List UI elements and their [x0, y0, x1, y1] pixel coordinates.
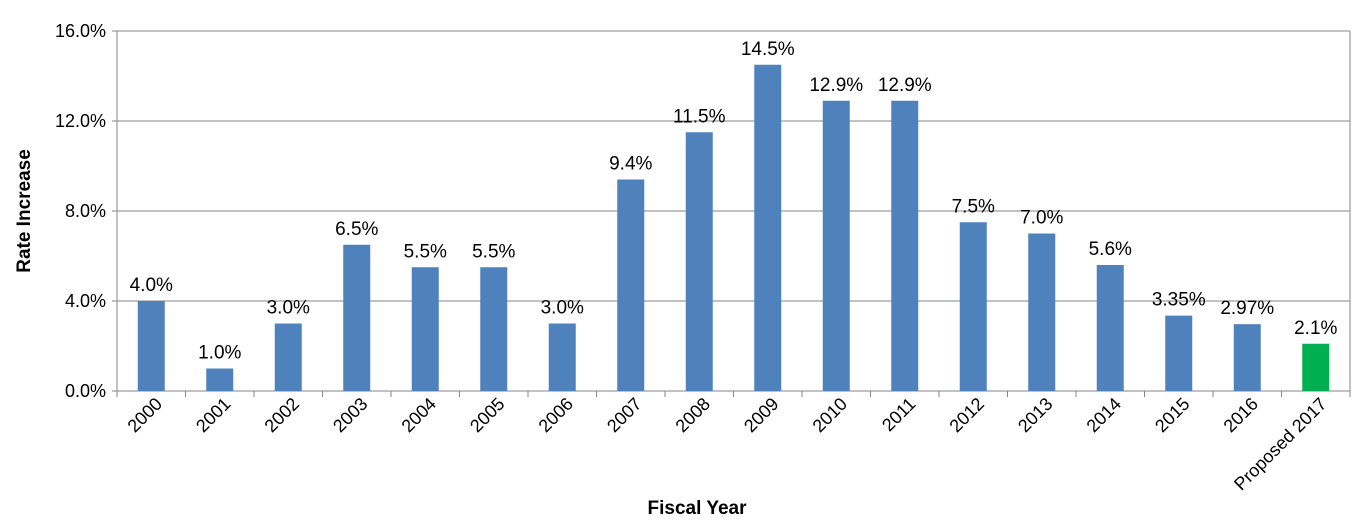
data-label: 9.4% — [609, 154, 652, 175]
data-label: 3.0% — [267, 298, 310, 319]
bar-2000 — [137, 301, 165, 391]
bar-2014 — [1096, 265, 1124, 391]
data-label: 11.5% — [673, 106, 726, 127]
data-label: 14.5% — [741, 39, 795, 60]
data-label: 6.5% — [335, 219, 378, 240]
x-axis-ticks: 2000 2001 2002 2003 2004 2005 2006 2007 2008 2009… — [124, 394, 1331, 494]
y-tick-label: 0.0% — [65, 381, 106, 401]
gridlines — [112, 30, 1351, 397]
data-label: 12.9% — [878, 75, 932, 96]
bar-2013 — [1028, 233, 1056, 391]
x-tick-label: 2003 — [329, 394, 371, 436]
data-label: 3.0% — [541, 298, 584, 319]
data-label: 2.97% — [1220, 298, 1274, 319]
y-tick-label: 4.0% — [65, 291, 106, 311]
x-tick-label: 2012 — [946, 394, 988, 436]
data-label: 5.5% — [404, 241, 447, 262]
x-tick-label: 2010 — [809, 394, 851, 436]
bar-2003 — [343, 244, 371, 391]
x-tick-label: 2015 — [1151, 394, 1193, 436]
y-tick-label: 12.0% — [55, 111, 106, 131]
bar-2007 — [617, 179, 645, 391]
bar-proposed-2017 — [1302, 343, 1330, 391]
x-tick-label: 2013 — [1014, 394, 1056, 436]
data-label: 2.1% — [1294, 318, 1337, 339]
data-label: 12.9% — [809, 75, 863, 96]
y-tick-label: 16.0% — [55, 21, 106, 41]
bar-2012 — [959, 222, 987, 391]
x-tick-label: 2002 — [261, 394, 303, 436]
x-tick-label: 2007 — [603, 394, 645, 436]
y-tick-label: 8.0% — [65, 201, 106, 221]
x-tick-label: 2000 — [124, 394, 166, 436]
data-label: 7.0% — [1020, 208, 1063, 229]
bar-2008 — [685, 132, 713, 391]
y-axis-ticks: 0.0% 4.0% 8.0% 12.0% 16.0% — [55, 21, 106, 401]
data-label: 7.5% — [952, 196, 995, 217]
bar-2016 — [1233, 324, 1261, 391]
x-tick-label: 2005 — [466, 394, 508, 436]
bar-2004 — [411, 267, 439, 391]
data-label: 5.6% — [1089, 239, 1132, 260]
x-tick-label: 2014 — [1083, 394, 1125, 436]
y-axis-title: Rate Increase — [14, 149, 35, 273]
bar-2002 — [274, 323, 302, 391]
x-tick-label: 2006 — [535, 394, 577, 436]
x-tick-label: 2001 — [192, 394, 234, 436]
x-tick-label: 2011 — [878, 394, 920, 436]
bar-2015 — [1165, 315, 1193, 391]
x-axis-title: Fiscal Year — [648, 498, 748, 519]
x-tick-label: 2004 — [398, 394, 440, 436]
bar-2011 — [891, 100, 919, 391]
data-label: 1.0% — [198, 343, 241, 364]
bar-2001 — [206, 368, 234, 391]
data-label: 5.5% — [472, 241, 515, 262]
x-tick-label: 2016 — [1220, 394, 1262, 436]
x-tick-label: 2009 — [740, 394, 782, 436]
bar-2005 — [480, 267, 508, 391]
bar-2006 — [548, 323, 576, 391]
data-label: 3.35% — [1152, 290, 1206, 311]
bars — [137, 64, 1330, 391]
data-label: 4.0% — [130, 275, 173, 296]
data-labels: 4.0% 1.0% 3.0% 6.5% 5.5% 5.5% 3.0% 9.4% 11.5% 14.… — [130, 39, 1338, 364]
bar-2010 — [822, 100, 850, 391]
bar-2009 — [754, 64, 782, 391]
x-tick-label: 2008 — [672, 394, 714, 436]
